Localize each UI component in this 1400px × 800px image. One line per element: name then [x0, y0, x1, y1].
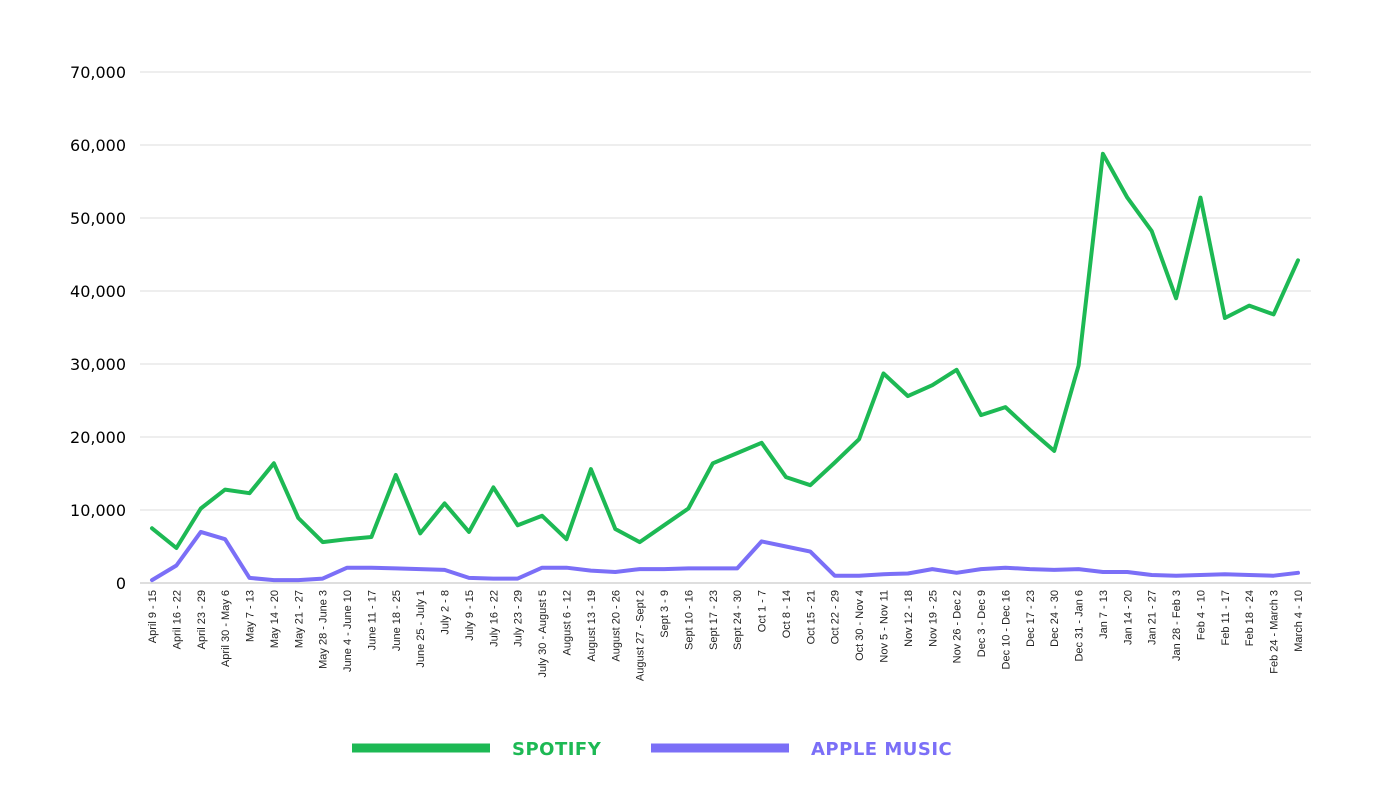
x-tick-label: Nov 19 - 25 [927, 590, 939, 647]
series-line-apple-music [150, 529, 1300, 583]
series-lines [150, 151, 1300, 583]
x-tick-label: April 30 - May 6 [220, 590, 232, 667]
x-tick-label: Dec 10 - Dec 16 [1000, 590, 1012, 669]
x-tick-label: July 2 - 8 [440, 590, 452, 635]
x-tick-label: Jan 7 - 13 [1098, 590, 1110, 639]
x-tick-label: July 23 - 29 [513, 590, 525, 647]
y-tick-label: 40,000 [70, 282, 126, 301]
y-tick-label: 20,000 [70, 428, 126, 447]
x-axis-tick-labels: April 9 - 15 April 16 - 22 April 23 - 29 Ap… [147, 590, 1305, 681]
x-tick-label: Oct 1 - 7 [757, 590, 769, 632]
x-tick-label: April 23 - 29 [196, 590, 208, 649]
legend-label-apple-music: APPLE MUSIC [811, 739, 952, 760]
y-tick-label: 10,000 [70, 501, 126, 520]
x-tick-label: Dec 17 - 23 [1025, 590, 1037, 647]
x-tick-label: April 9 - 15 [147, 590, 159, 643]
x-tick-label: March 4 - 10 [1293, 590, 1305, 652]
y-tick-label: 30,000 [70, 355, 126, 374]
x-tick-label: Dec 3 - Dec 9 [976, 590, 988, 657]
y-axis-tick-labels: 0 10,000 20,000 30,000 40,000 50,000 60,000 70,… [70, 63, 126, 593]
x-tick-label: July 9 - 15 [464, 590, 476, 641]
x-tick-label: Sept 10 - 16 [683, 590, 695, 650]
y-tick-label: 60,000 [70, 136, 126, 155]
x-tick-label: August 20 - 26 [610, 590, 622, 662]
x-tick-label: Jan 21 - 27 [1147, 590, 1159, 645]
x-tick-label: June 11 - 17 [366, 590, 378, 650]
x-tick-label: May 14 - 20 [269, 590, 281, 648]
gridlines [140, 71, 1311, 584]
x-tick-label: Nov 26 - Dec 2 [952, 590, 964, 663]
x-tick-label: August 13 - 19 [586, 590, 598, 662]
x-tick-label: Nov 5 - Nov 11 [878, 590, 890, 663]
series-line-spotify [150, 151, 1300, 550]
x-tick-label: Dec 24 - 30 [1049, 590, 1061, 647]
x-tick-label: Jan 14 - 20 [1122, 590, 1134, 645]
x-tick-label: July 30 - August 5 [537, 590, 549, 677]
x-tick-label: Jan 28 - Feb 3 [1171, 590, 1183, 661]
x-tick-label: Sept 17 - 23 [708, 590, 720, 650]
x-tick-label: Nov 12 - 18 [903, 590, 915, 647]
x-tick-label: Feb 18 - 24 [1244, 590, 1256, 646]
x-tick-label: Oct 8 - 14 [781, 590, 793, 638]
x-tick-label: Sept 3 - 9 [659, 590, 671, 638]
y-tick-label: 70,000 [70, 63, 126, 82]
x-tick-label: Dec 31 - Jan 6 [1074, 590, 1086, 662]
x-tick-label: May 21 - 27 [293, 590, 305, 648]
x-tick-label: June 4 - June 10 [342, 590, 354, 672]
x-tick-label: Oct 30 - Nov 4 [854, 590, 866, 661]
legend: SPOTIFY APPLE MUSIC [352, 739, 952, 760]
x-tick-label: Oct 15 - 21 [805, 590, 817, 644]
x-tick-label: August 6 - 12 [562, 590, 574, 655]
x-tick-label: Sept 24 - 30 [732, 590, 744, 650]
x-tick-label: June 25 - July 1 [415, 590, 427, 668]
x-tick-label: May 28 - June 3 [318, 590, 330, 669]
y-tick-label: 50,000 [70, 209, 126, 228]
x-tick-label: April 16 - 22 [171, 590, 183, 649]
y-tick-label: 0 [116, 574, 126, 593]
x-tick-label: July 16 - 22 [488, 590, 500, 647]
x-tick-label: May 7 - 13 [245, 590, 257, 642]
x-tick-label: Feb 11 - 17 [1220, 590, 1232, 645]
x-tick-label: August 27 - Sept 2 [635, 590, 647, 681]
x-tick-label: Feb 24 - March 3 [1269, 590, 1281, 674]
legend-label-spotify: SPOTIFY [512, 739, 602, 760]
x-tick-label: Feb 4 - 10 [1195, 590, 1207, 640]
x-tick-label: June 18 - 25 [391, 590, 403, 651]
x-tick-label: Oct 22 - 29 [830, 590, 842, 644]
